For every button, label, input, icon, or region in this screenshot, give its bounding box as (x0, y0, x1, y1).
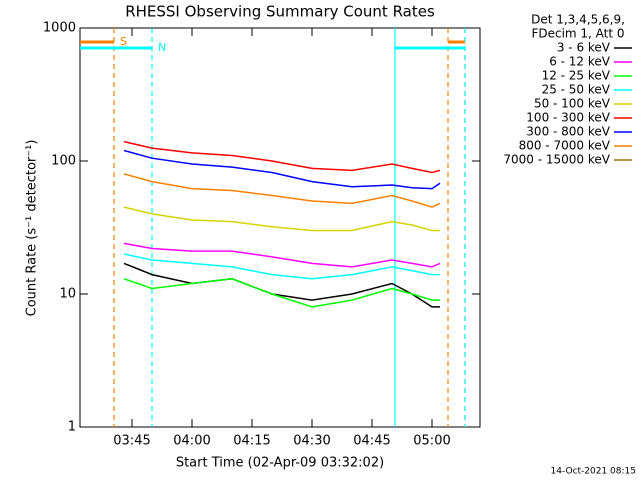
legend-label: 25 - 50 keV (542, 83, 611, 97)
legend-label: 800 - 7000 keV (519, 139, 611, 153)
legend-label: 7000 - 15000 keV (503, 153, 610, 167)
legend-label: 50 - 100 keV (534, 97, 611, 111)
series-line (123, 262, 440, 308)
legend-header: Det 1,3,4,5,6,9, (531, 13, 625, 27)
series-line (123, 242, 441, 268)
legend-label: 3 - 6 keV (557, 41, 611, 55)
legend-label: 300 - 800 keV (526, 125, 610, 139)
footer: 14-Oct-2021 08:15 (551, 467, 636, 477)
series-line (123, 149, 441, 190)
y-tick-label: 1 (68, 420, 76, 435)
legend-label: 12 - 25 keV (542, 69, 611, 83)
legend-label: 100 - 300 keV (526, 111, 610, 125)
x-tick-label: 04:00 (173, 434, 210, 449)
flag-label: S (120, 35, 127, 48)
chart-title: RHESSI Observing Summary Count Rates (125, 3, 435, 21)
y-tick-label: 100 (51, 154, 76, 169)
series-line (123, 140, 441, 174)
series-line (123, 173, 441, 208)
flag-label: N (158, 41, 166, 54)
x-tick-label: 03:45 (113, 434, 150, 449)
plot-frame (79, 27, 481, 428)
x-tick-label: 04:15 (233, 434, 270, 449)
x-tick-label: 04:30 (293, 434, 330, 449)
legend-label: 6 - 12 keV (549, 55, 611, 69)
y-axis-label: Count Rate (s⁻¹ detector⁻¹) (25, 140, 40, 317)
series-line (123, 206, 440, 232)
x-tick-label: 05:00 (413, 434, 450, 449)
series-line (123, 278, 440, 308)
series-line (123, 253, 440, 280)
y-tick-label: 10 (59, 287, 76, 302)
x-axis-label: Start Time (02-Apr-09 03:32:02) (176, 456, 384, 471)
x-tick-label: 04:45 (353, 434, 390, 449)
legend-header: FDecim 1, Att 0 (531, 27, 624, 41)
y-tick-label: 1000 (43, 21, 76, 36)
